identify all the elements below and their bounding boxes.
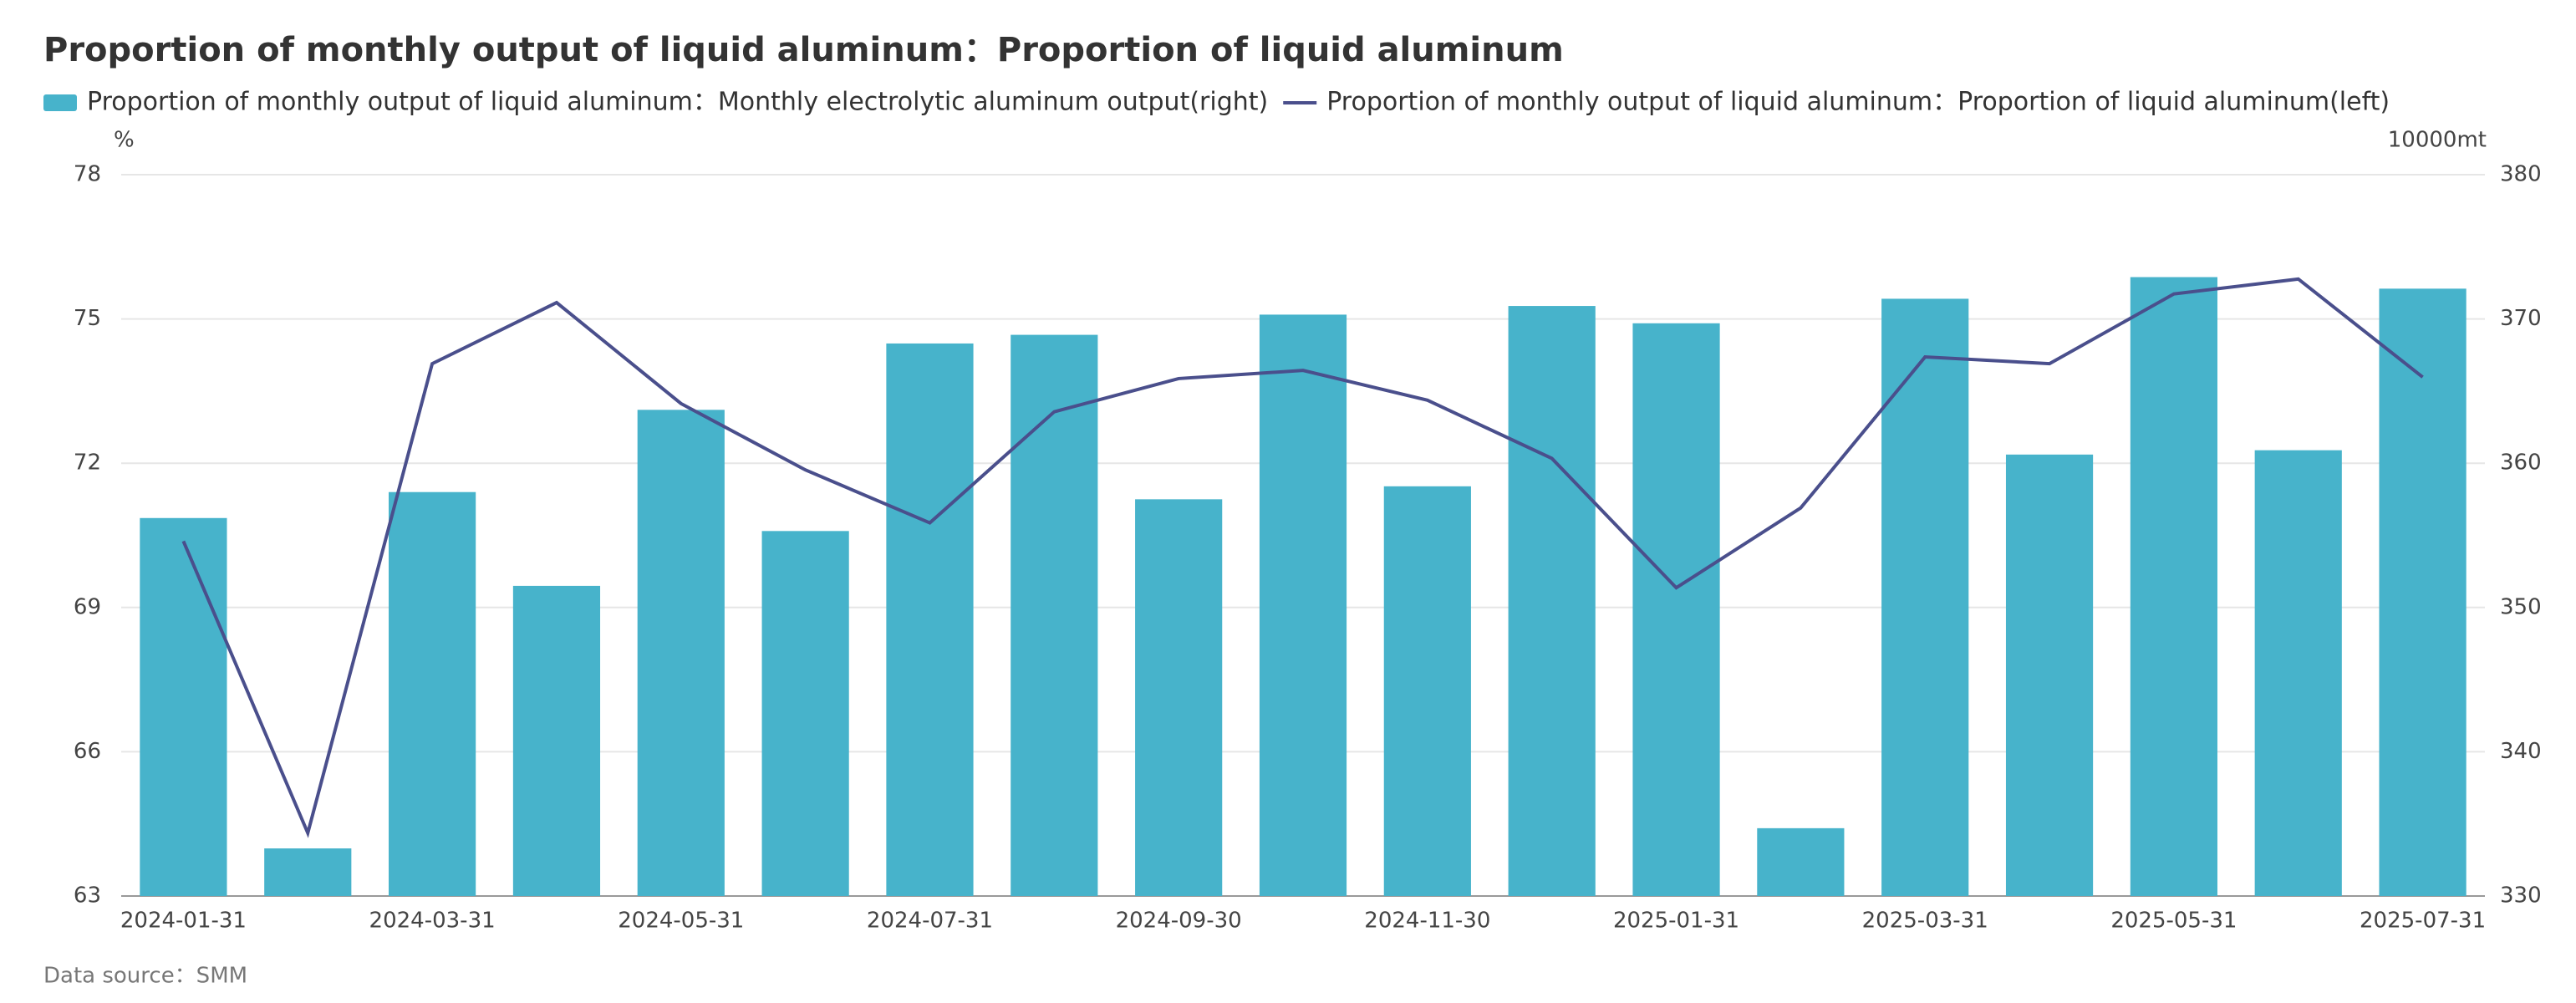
x-tick-label: 2025-05-31 xyxy=(2110,909,2237,934)
y2-tick-label: 370 xyxy=(2500,306,2542,331)
y2-axis-unit: 10000mt xyxy=(2388,128,2487,153)
bar xyxy=(886,343,974,896)
bar xyxy=(1632,323,1720,896)
x-tick-label: 2024-05-31 xyxy=(618,909,744,934)
bar xyxy=(1259,314,1347,896)
bar xyxy=(1383,486,1471,896)
bar xyxy=(140,517,227,896)
y-tick-label: 63 xyxy=(74,883,101,909)
y2-tick-label: 380 xyxy=(2500,162,2542,187)
chart-title: Proportion of monthly output of liquid a… xyxy=(43,31,1564,69)
y-tick-label: 66 xyxy=(74,739,101,764)
bar xyxy=(512,585,601,896)
y-tick-label: 72 xyxy=(74,451,101,476)
bar xyxy=(264,848,352,896)
bar xyxy=(637,410,725,896)
legend-swatch xyxy=(43,94,77,111)
bar xyxy=(1508,306,1596,896)
x-tick-label: 2024-01-31 xyxy=(120,909,247,934)
bar xyxy=(761,531,849,896)
y2-tick-label: 350 xyxy=(2500,594,2542,619)
bar xyxy=(1135,499,1223,896)
y-tick-label: 75 xyxy=(74,306,101,331)
bar xyxy=(2005,454,2094,896)
x-tick-label: 2025-01-31 xyxy=(1613,909,1739,934)
y-tick-label: 69 xyxy=(74,594,101,619)
y2-tick-label: 340 xyxy=(2500,739,2542,764)
bar xyxy=(1757,827,1845,896)
x-tick-label: 2024-03-31 xyxy=(369,909,496,934)
bar xyxy=(2254,450,2342,896)
x-tick-label: 2025-03-31 xyxy=(1862,909,1988,934)
y2-tick-label: 330 xyxy=(2500,883,2542,909)
legend-label: Proportion of monthly output of liquid a… xyxy=(1326,88,2390,117)
y2-tick-label: 360 xyxy=(2500,451,2542,476)
y-axis-unit: % xyxy=(114,128,135,153)
x-tick-label: 2024-11-30 xyxy=(1364,909,1490,934)
bar xyxy=(1881,298,1969,896)
legend-label: Proportion of monthly output of liquid a… xyxy=(87,88,1268,117)
y-tick-label: 78 xyxy=(74,162,101,187)
x-tick-label: 2024-09-30 xyxy=(1116,909,1242,934)
x-tick-label: 2024-07-31 xyxy=(867,909,993,934)
bar xyxy=(389,491,476,896)
bar xyxy=(2379,288,2467,896)
line xyxy=(181,277,2424,838)
bar xyxy=(2130,277,2217,896)
bar xyxy=(1011,334,1098,896)
x-tick-label: 2025-07-31 xyxy=(2360,909,2486,934)
source: Data source：SMM xyxy=(43,964,247,989)
